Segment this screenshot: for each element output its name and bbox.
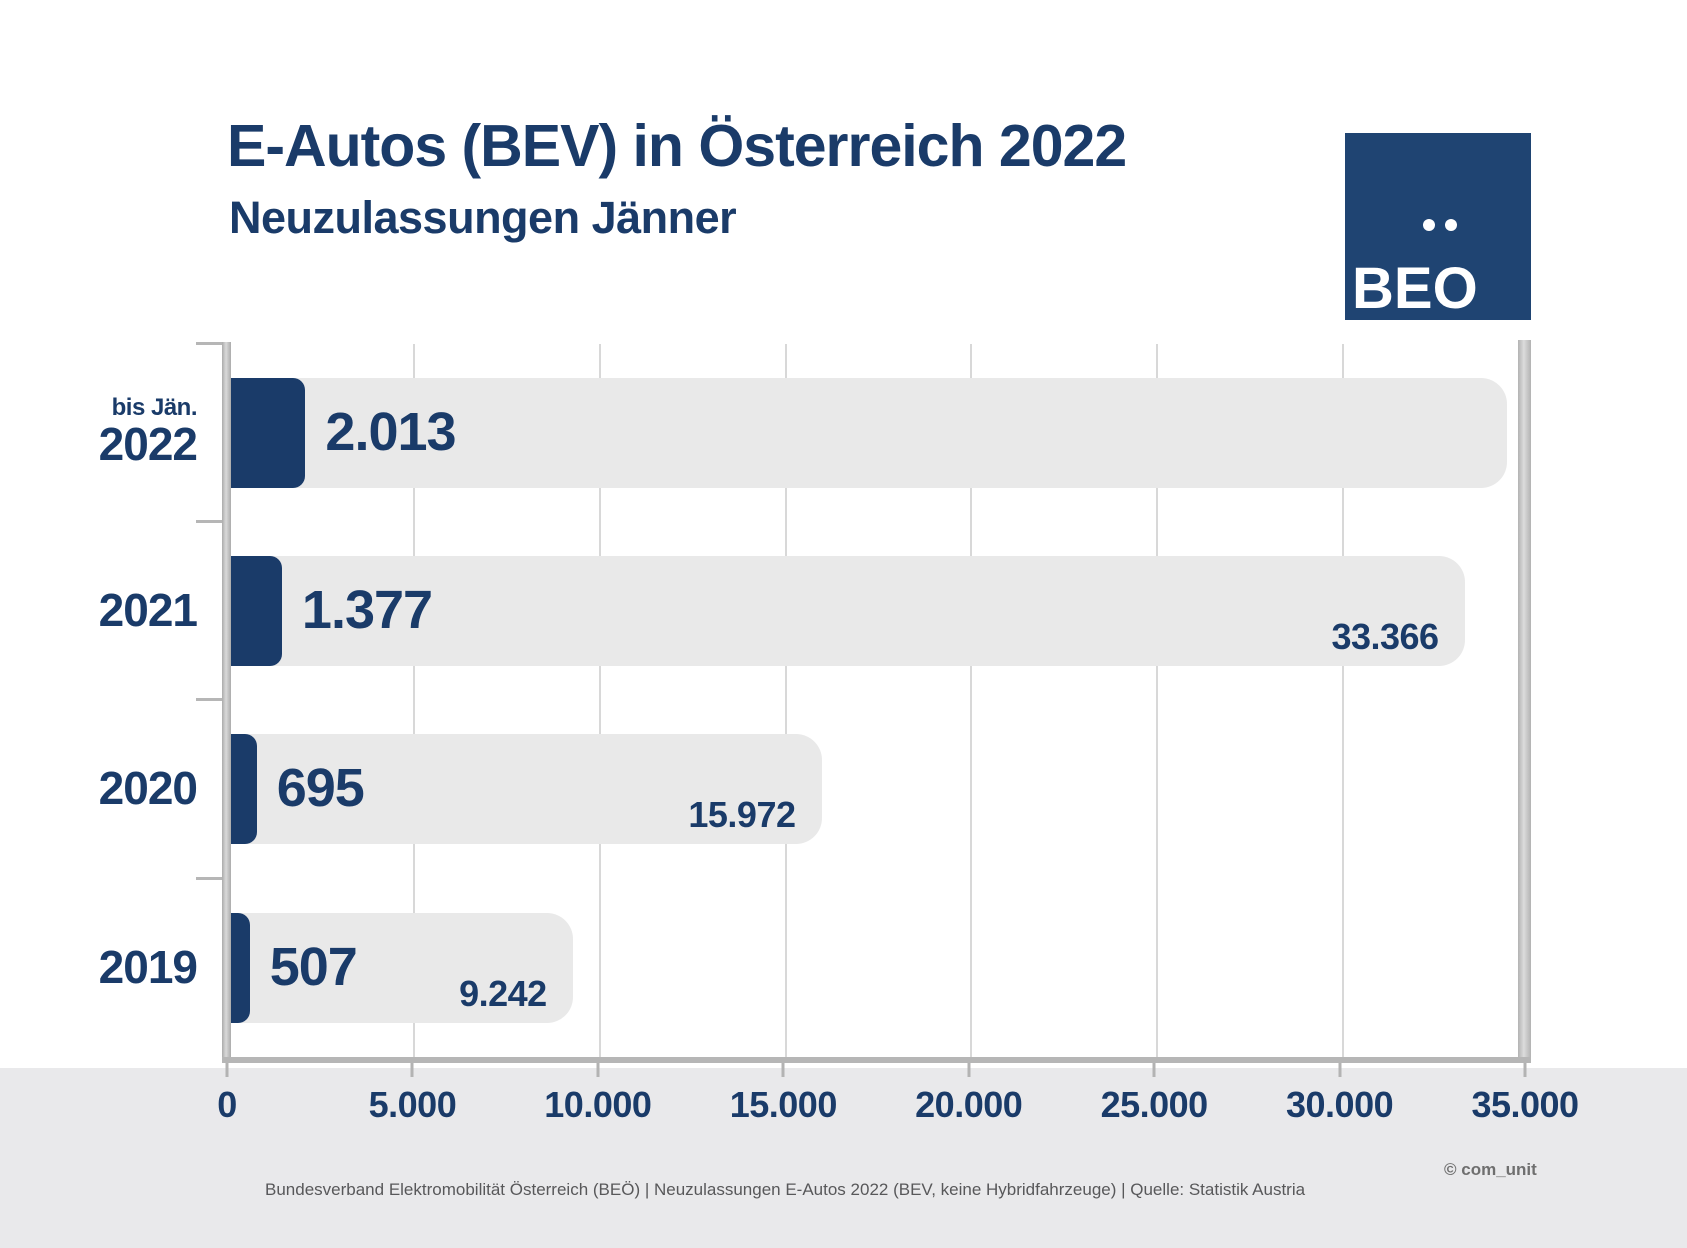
logo-text: BEO: [1352, 256, 1478, 321]
bar-value-label: 2.013: [325, 401, 456, 462]
bar-foreground: [231, 378, 306, 488]
bar-value-label: 695: [276, 757, 365, 818]
x-tick-label: 10.000: [544, 1084, 652, 1125]
bar-background: 9.242: [231, 913, 573, 1023]
x-tick-label: 15.000: [729, 1084, 838, 1125]
category-year: 2019: [98, 940, 198, 993]
logo-umlaut-dot-icon: [1445, 219, 1457, 231]
category-prefix: bis Jän.: [111, 393, 198, 421]
copyright-label: © com_unit: [1444, 1160, 1537, 1179]
chart-subtitle: Neuzulassungen Jänner: [229, 192, 737, 243]
source-attribution: Bundesverband Elektromobilität Österreic…: [265, 1180, 1306, 1199]
x-axis-line: [222, 1057, 1531, 1063]
bar-background: 15.972: [231, 734, 822, 844]
x-tick: [225, 1063, 229, 1077]
category-year: 2020: [98, 761, 198, 814]
category-year: 2022: [98, 417, 198, 470]
chart-title: E-Autos (BEV) in Österreich 2022: [227, 113, 1127, 179]
bar-value-label: 507: [269, 936, 358, 997]
category-tick: [196, 342, 225, 345]
x-tick-label: 20.000: [915, 1084, 1023, 1125]
gridline: [1156, 344, 1159, 1057]
category-label: bis Jän. 2022: [0, 393, 198, 470]
plot-area: [227, 344, 1528, 1057]
category-label: 2019: [0, 940, 198, 993]
right-boundary-line: [1518, 340, 1531, 1063]
x-tick: [596, 1063, 600, 1077]
gridline: [412, 344, 415, 1057]
category-tick: [196, 520, 225, 523]
x-tick: [967, 1063, 971, 1077]
category-tick: [196, 698, 225, 701]
x-tick-label: 30.000: [1286, 1084, 1394, 1125]
category-label: 2021: [0, 583, 198, 636]
chart-row-2019: 2019 9.242 507: [0, 877, 1687, 1057]
chart-row-2021: 2021 33.366 1.377: [0, 520, 1687, 700]
x-tick: [1152, 1063, 1156, 1077]
x-tick-label: 0: [217, 1084, 237, 1125]
bar-foreground: [231, 556, 282, 666]
footer-band: [0, 1068, 1687, 1248]
x-tick-label: 25.000: [1100, 1084, 1209, 1125]
x-tick: [1523, 1063, 1527, 1077]
bar-total-label: 33.366: [1331, 616, 1439, 657]
category-tick: [196, 877, 225, 880]
bar-foreground: [231, 734, 257, 844]
bar-foreground: [231, 913, 250, 1023]
y-axis-line: [222, 342, 231, 1063]
x-axis-labels: 0 5.000 10.000 15.000 20.000 25.000 30.0…: [217, 1084, 1579, 1128]
x-axis-ticks: [225, 1063, 1527, 1077]
bar-background: [231, 378, 1507, 488]
gridline: [970, 344, 973, 1057]
x-tick: [410, 1063, 414, 1077]
bar-total-label: 9.242: [459, 973, 547, 1014]
x-tick: [1338, 1063, 1342, 1077]
x-tick: [781, 1063, 785, 1077]
beo-logo: BEO: [1345, 133, 1531, 320]
bar-background: 33.366: [231, 556, 1465, 666]
category-label: 2020: [0, 761, 198, 814]
x-tick-label: 5.000: [368, 1084, 457, 1125]
category-year: 2021: [98, 583, 198, 636]
logo-umlaut-dot-icon: [1423, 219, 1435, 231]
bar-total-label: 15.972: [688, 794, 796, 835]
bar-value-label: 1.377: [301, 579, 433, 640]
x-tick-label: 35.000: [1471, 1084, 1579, 1125]
gridline: [598, 344, 601, 1057]
gridline: [784, 344, 787, 1057]
chart-row-2020: 2020 15.972 695: [0, 698, 1687, 878]
chart-row-2022: bis Jän. 2022 2.013: [0, 342, 1687, 522]
gridline: [1342, 344, 1345, 1057]
